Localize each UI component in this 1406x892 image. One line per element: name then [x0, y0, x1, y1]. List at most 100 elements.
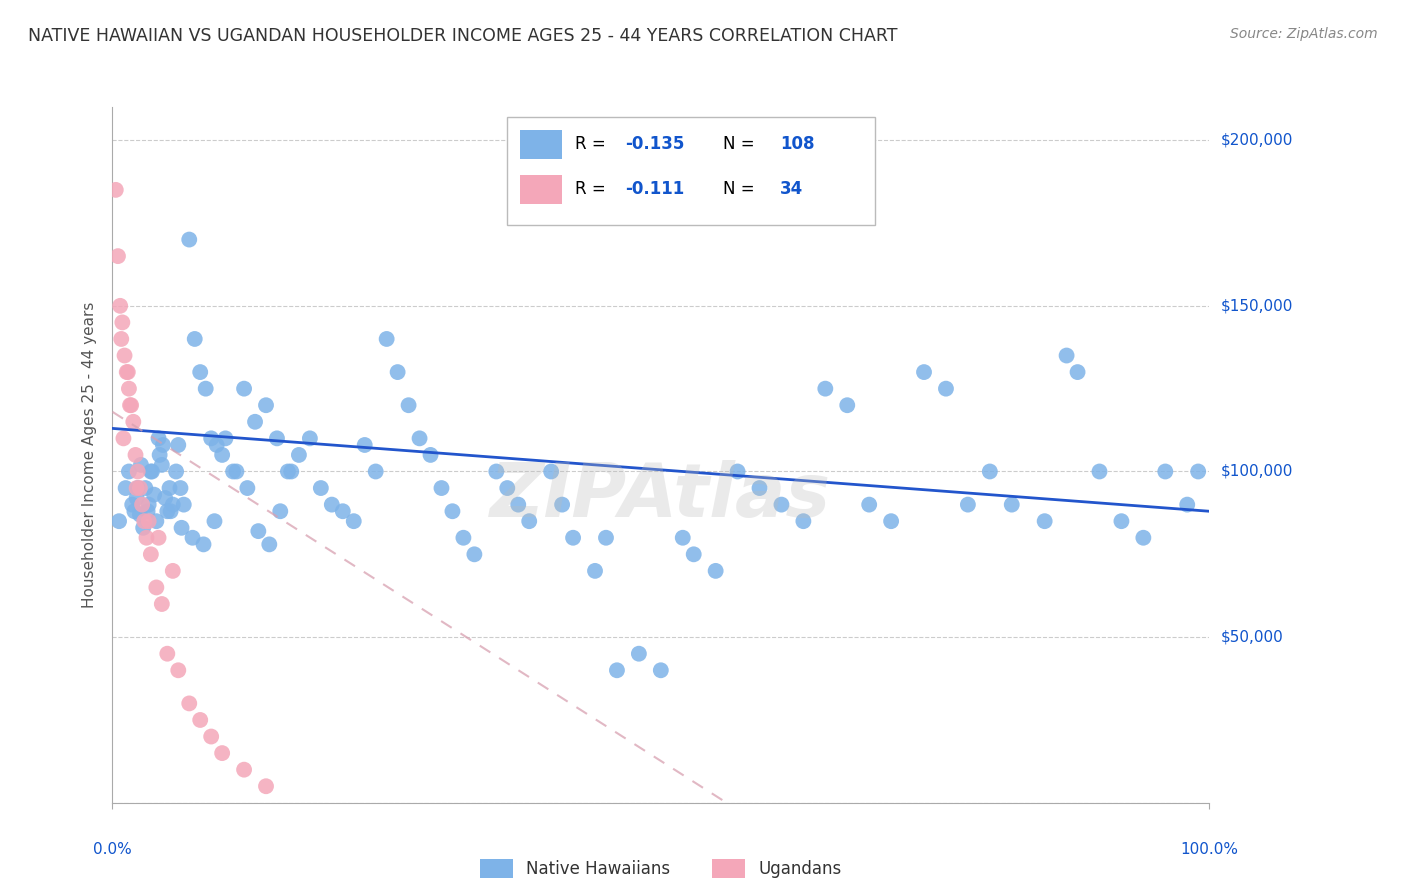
- Text: 0.0%: 0.0%: [93, 842, 132, 856]
- Point: [211, 448, 233, 462]
- Text: -0.135: -0.135: [624, 135, 683, 153]
- Text: 108: 108: [780, 135, 815, 153]
- Point: [211, 746, 233, 760]
- Point: [321, 498, 343, 512]
- Point: [183, 332, 207, 346]
- Point: [118, 465, 141, 479]
- Point: [606, 663, 628, 677]
- Point: [583, 564, 606, 578]
- Point: [110, 332, 132, 346]
- Point: [143, 488, 166, 502]
- Point: [162, 498, 184, 512]
- Point: [1111, 514, 1133, 528]
- Point: [162, 564, 184, 578]
- Point: [398, 398, 420, 412]
- Point: [138, 498, 160, 512]
- Point: [124, 448, 146, 462]
- Point: [225, 465, 247, 479]
- Point: [956, 498, 979, 512]
- Point: [200, 431, 222, 445]
- Point: [170, 521, 193, 535]
- Point: [159, 504, 181, 518]
- Point: [181, 531, 204, 545]
- Point: [792, 514, 814, 528]
- Point: [112, 431, 135, 445]
- Point: [148, 431, 170, 445]
- Point: [114, 481, 136, 495]
- Point: [138, 514, 160, 528]
- Point: [165, 465, 187, 479]
- Point: [156, 504, 179, 518]
- Point: [136, 504, 159, 518]
- Point: [114, 349, 136, 363]
- Point: [332, 504, 354, 518]
- Point: [298, 431, 321, 445]
- Point: [269, 504, 291, 518]
- Point: [551, 498, 574, 512]
- Point: [266, 431, 288, 445]
- Point: [104, 183, 127, 197]
- Point: [145, 514, 167, 528]
- Point: [117, 365, 139, 379]
- FancyBboxPatch shape: [520, 130, 562, 159]
- Point: [193, 537, 215, 551]
- Point: [837, 398, 859, 412]
- Point: [770, 498, 793, 512]
- Point: [1132, 531, 1154, 545]
- Point: [179, 233, 201, 247]
- Y-axis label: Householder Income Ages 25 - 44 years: Householder Income Ages 25 - 44 years: [82, 301, 97, 608]
- Point: [880, 514, 903, 528]
- Point: [169, 481, 191, 495]
- Point: [118, 398, 141, 412]
- Point: [194, 382, 217, 396]
- Point: [150, 458, 173, 472]
- Point: [517, 514, 540, 528]
- Legend: Native Hawaiians, Ugandans: Native Hawaiians, Ugandans: [472, 853, 849, 885]
- Point: [1056, 349, 1078, 363]
- Point: [704, 564, 727, 578]
- Point: [125, 491, 148, 505]
- Point: [259, 537, 281, 551]
- Point: [205, 438, 228, 452]
- Point: [453, 531, 475, 545]
- Point: [247, 524, 270, 538]
- Point: [277, 465, 299, 479]
- Text: N =: N =: [723, 180, 761, 198]
- Text: $200,000: $200,000: [1220, 133, 1292, 148]
- Point: [254, 779, 277, 793]
- Point: [364, 465, 387, 479]
- Point: [1187, 465, 1209, 479]
- Point: [508, 498, 530, 512]
- Point: [108, 299, 131, 313]
- Text: 34: 34: [780, 180, 804, 198]
- Point: [912, 365, 935, 379]
- Point: [139, 465, 162, 479]
- Point: [979, 465, 1001, 479]
- Text: $150,000: $150,000: [1220, 298, 1292, 313]
- Point: [288, 448, 311, 462]
- Point: [127, 481, 149, 495]
- Point: [1001, 498, 1024, 512]
- Point: [150, 597, 173, 611]
- Text: $100,000: $100,000: [1220, 464, 1292, 479]
- Point: [214, 431, 236, 445]
- Point: [107, 249, 129, 263]
- Text: R =: R =: [575, 135, 612, 153]
- Point: [595, 531, 617, 545]
- Text: $50,000: $50,000: [1220, 630, 1284, 645]
- Point: [858, 498, 880, 512]
- Point: [496, 481, 519, 495]
- Point: [129, 481, 152, 495]
- Text: 100.0%: 100.0%: [1180, 842, 1239, 856]
- Point: [127, 465, 149, 479]
- Point: [148, 531, 170, 545]
- Point: [120, 398, 142, 412]
- Point: [562, 531, 585, 545]
- Point: [463, 547, 485, 561]
- Point: [188, 713, 211, 727]
- Point: [179, 697, 201, 711]
- FancyBboxPatch shape: [520, 176, 562, 204]
- Point: [134, 514, 156, 528]
- Point: [430, 481, 453, 495]
- Text: Source: ZipAtlas.com: Source: ZipAtlas.com: [1230, 27, 1378, 41]
